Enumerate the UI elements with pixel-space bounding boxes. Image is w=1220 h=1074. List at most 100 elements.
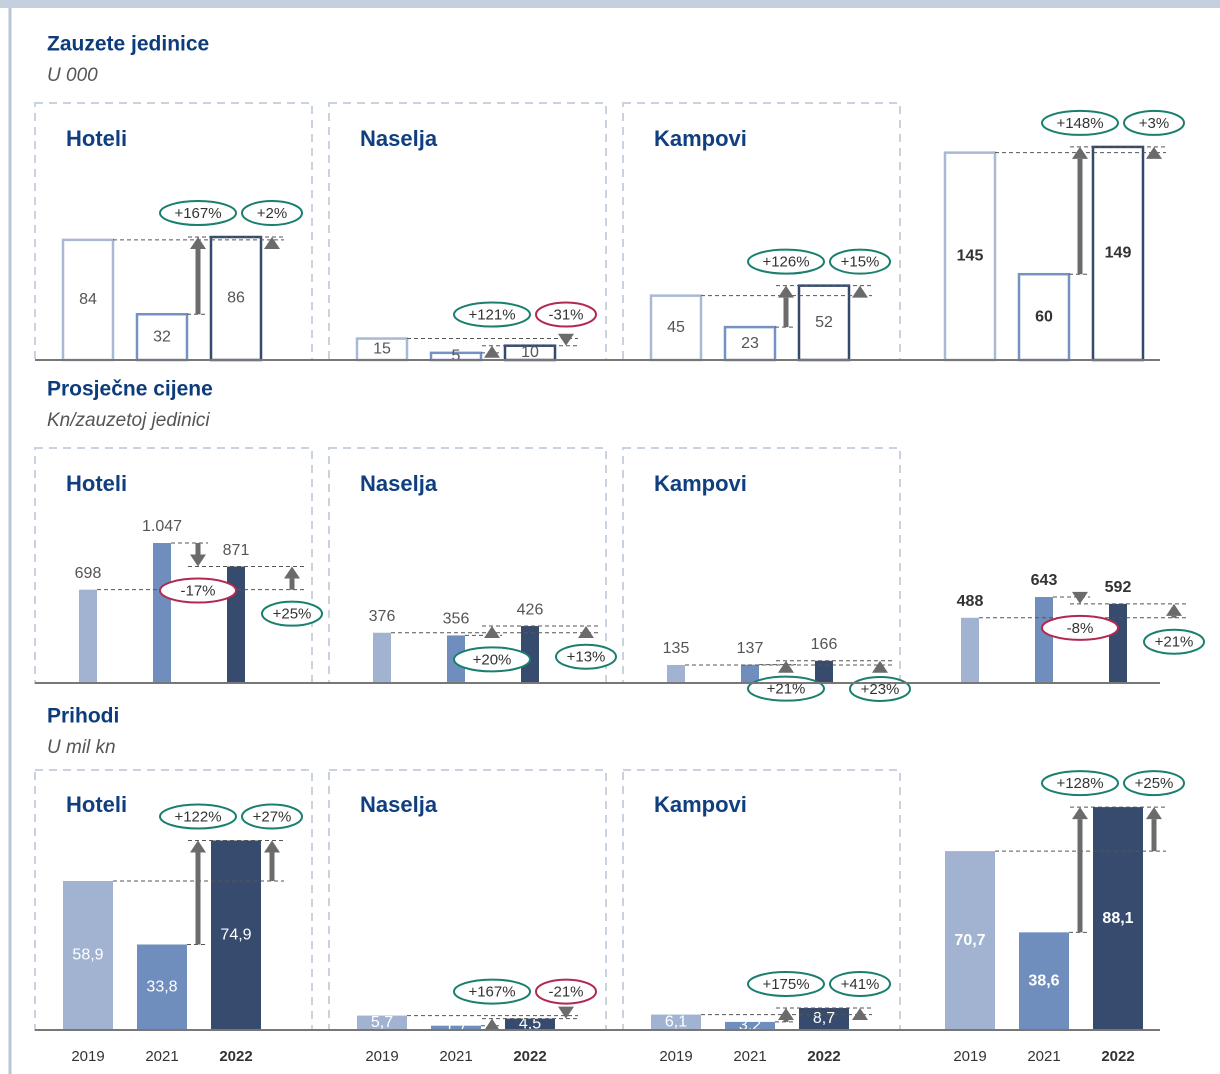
value-label: 376 [369, 608, 396, 625]
bar [725, 1021, 775, 1030]
x-tick-label: 2019 [365, 1048, 398, 1065]
bar [815, 660, 833, 683]
bar [651, 1014, 701, 1030]
change-badge [453, 646, 531, 673]
section-subtitle: U 000 [47, 65, 98, 86]
change-label: -17% [180, 583, 215, 600]
bar [431, 1025, 481, 1030]
bar [357, 1015, 407, 1030]
panel-title: Naselja [360, 126, 438, 151]
value-label: 592 [1105, 579, 1132, 596]
value-label: 137 [737, 640, 764, 657]
panel-title: Hoteli [66, 126, 127, 151]
panel-title: Hoteli [66, 471, 127, 496]
bar [1019, 932, 1069, 1030]
panel-title: Naselja [360, 792, 438, 817]
bar [1091, 145, 1145, 362]
change-arrow [1166, 603, 1182, 618]
arrow-head [284, 566, 300, 579]
value-label: 88,1 [1102, 910, 1133, 927]
change-arrow [1146, 146, 1162, 159]
arrow-head [778, 285, 794, 298]
bar [61, 238, 115, 362]
arrow-head [190, 554, 206, 567]
arrow-head [1146, 807, 1162, 820]
change-badge [241, 803, 303, 830]
x-tick-label: 2021 [733, 1048, 766, 1065]
section-title: Zauzete jedinice [47, 33, 209, 56]
value-label: 60 [1035, 308, 1053, 325]
section-title: Prosječne cijene [47, 378, 213, 401]
arrow-head [264, 237, 280, 250]
value-label: 52 [815, 314, 833, 331]
change-label: +25% [273, 606, 312, 623]
panel-title: Hoteli [66, 792, 127, 817]
change-badge [261, 600, 323, 627]
change-label: +148% [1056, 115, 1103, 132]
change-arrow [578, 626, 594, 639]
bar [741, 664, 759, 683]
bar [209, 235, 263, 362]
value-label: 23 [741, 335, 759, 352]
change-badge [1143, 628, 1205, 655]
change-arrow [484, 345, 500, 358]
value-label: 86 [227, 290, 245, 307]
arrow-head [1072, 591, 1088, 604]
x-tick-label: 2019 [659, 1048, 692, 1065]
change-label: +167% [468, 984, 515, 1001]
value-label: 488 [957, 593, 984, 610]
change-badge [1041, 614, 1119, 641]
arrow-head [778, 1007, 794, 1020]
value-label: 166 [811, 636, 838, 653]
bar [521, 626, 539, 683]
change-label: +15% [841, 254, 880, 271]
change-label: +23% [861, 681, 900, 698]
value-label: 6,1 [665, 1014, 687, 1031]
change-arrow [778, 660, 794, 673]
value-label: 3,2 [739, 1017, 761, 1034]
bar [667, 664, 685, 683]
section-subtitle: U mil kn [47, 737, 116, 758]
bar [945, 851, 995, 1030]
value-label: 1.047 [142, 518, 182, 535]
bar [373, 632, 391, 683]
change-badge [453, 301, 531, 328]
x-tick-label: 2021 [439, 1048, 472, 1065]
arrow-head [1146, 146, 1162, 159]
change-arrow [558, 333, 574, 346]
panel-title: Kampovi [654, 792, 747, 817]
change-label: +20% [473, 651, 512, 668]
x-tick-label: 2021 [145, 1048, 178, 1065]
arrow-head [778, 660, 794, 673]
bar [799, 1007, 849, 1030]
value-label: 70,7 [954, 932, 985, 949]
change-label: +41% [841, 976, 880, 993]
bar [79, 589, 97, 683]
top-frame [0, 0, 1220, 8]
value-label: 4,5 [519, 1016, 541, 1033]
change-badge [159, 803, 237, 830]
change-badge [829, 248, 891, 275]
change-badge [555, 643, 617, 670]
arrow-head [264, 840, 280, 853]
change-badge [159, 200, 237, 227]
bar [1035, 597, 1053, 683]
change-badge [829, 970, 891, 997]
change-badge [1123, 109, 1185, 136]
value-label: 356 [443, 611, 470, 628]
arrow-head [1072, 807, 1088, 820]
change-badge [159, 577, 237, 604]
value-label: 698 [75, 565, 102, 582]
change-label: -31% [548, 307, 583, 324]
x-tick-label: 2022 [807, 1048, 840, 1065]
arrow-head [558, 1006, 574, 1019]
change-badge [1041, 770, 1119, 797]
value-label: 84 [79, 291, 97, 308]
change-arrow [1072, 591, 1088, 604]
x-tick-label: 2019 [953, 1048, 986, 1065]
change-arrow [1072, 146, 1088, 275]
x-tick-label: 2021 [1027, 1048, 1060, 1065]
value-label: 426 [517, 601, 544, 618]
panel-title: Naselja [360, 471, 438, 496]
bar [943, 151, 997, 362]
